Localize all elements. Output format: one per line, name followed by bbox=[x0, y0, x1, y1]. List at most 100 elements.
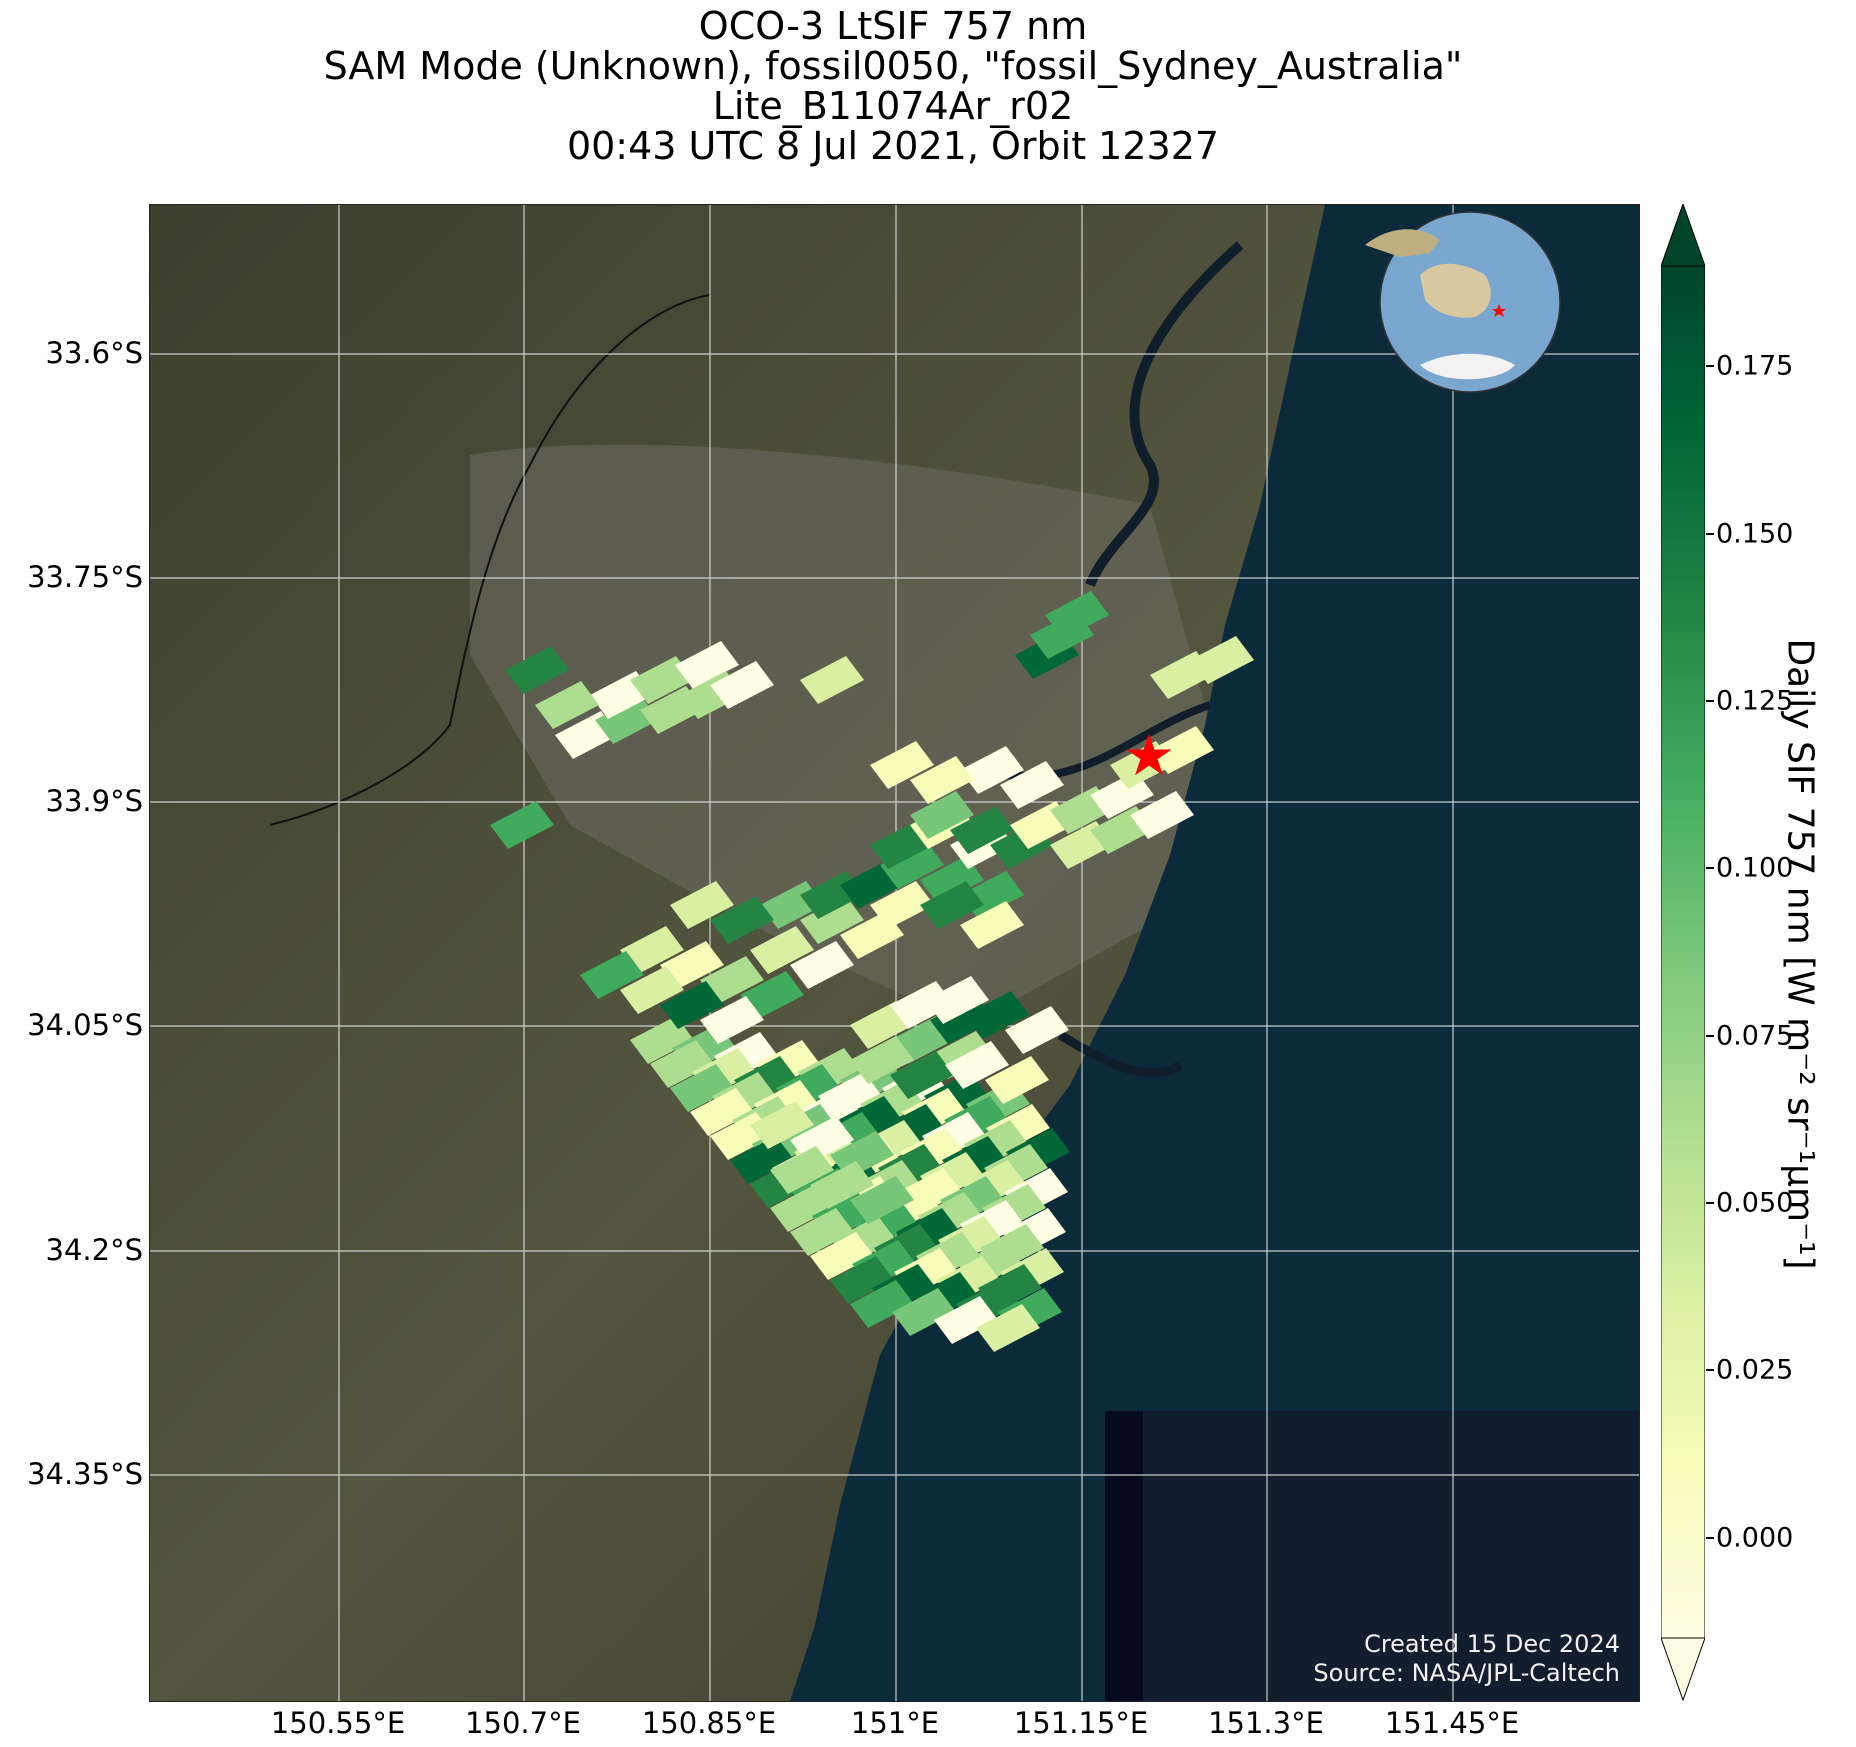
title-line-4: 00:43 UTC 8 Jul 2021, Orbit 12327 bbox=[566, 124, 1220, 168]
colorbar-tick-label: 0.100 bbox=[1716, 852, 1794, 884]
sif-footprint bbox=[580, 951, 644, 999]
sif-footprint bbox=[880, 841, 944, 889]
lon-tick-label: 151.3°E bbox=[1208, 1706, 1324, 1740]
colorbar-tick-label: 0.175 bbox=[1716, 350, 1794, 382]
sif-footprints bbox=[490, 591, 1254, 1352]
sif-footprint bbox=[870, 881, 934, 929]
sif-footprint bbox=[810, 1161, 874, 1209]
lat-tick-label: 34.2°S bbox=[45, 1233, 143, 1267]
sif-footprint bbox=[675, 641, 739, 689]
sif-footprint bbox=[660, 981, 724, 1029]
lat-tick-label: 33.6°S bbox=[45, 336, 143, 370]
sif-footprint bbox=[1000, 761, 1064, 809]
title-line-3: Lite_B11074Ar_r02 bbox=[712, 84, 1074, 128]
sif-footprint bbox=[850, 1280, 914, 1328]
lon-tick-label: 150.85°E bbox=[641, 1706, 777, 1740]
colorbar-tick-label: 0.125 bbox=[1716, 685, 1794, 717]
colorbar-tick-mark bbox=[1706, 700, 1714, 703]
sif-footprint bbox=[800, 896, 864, 944]
sif-footprint bbox=[1190, 636, 1254, 684]
sif-footprint bbox=[790, 941, 854, 989]
colorbar-tick-label: 0.050 bbox=[1716, 1187, 1794, 1219]
sif-footprint bbox=[925, 976, 989, 1024]
title-line-2: SAM Mode (Unknown), fossil0050, "fossil_… bbox=[323, 44, 1463, 88]
sif-footprint bbox=[740, 971, 804, 1019]
river-nepean bbox=[269, 294, 711, 826]
figure-title: OCO-3 LtSIF 757 nm SAM Mode (Unknown), f… bbox=[0, 6, 1786, 166]
sif-footprint bbox=[920, 881, 984, 929]
colorbar-tick-label: 0.150 bbox=[1716, 518, 1794, 550]
map-canvas bbox=[150, 205, 1639, 1701]
sif-footprint bbox=[976, 1304, 1040, 1352]
sif-footprint bbox=[800, 656, 864, 704]
sif-footprint bbox=[1130, 791, 1194, 839]
colorbar-tick-label: 0.025 bbox=[1716, 1354, 1794, 1386]
target-star-marker bbox=[1126, 733, 1172, 776]
sif-footprint bbox=[770, 1184, 834, 1232]
sif-footprint bbox=[1005, 1006, 1069, 1054]
river-botany bbox=[1057, 1031, 1183, 1078]
lat-tick-label: 33.75°S bbox=[27, 560, 143, 594]
sif-footprint bbox=[790, 1208, 854, 1256]
sif-footprint bbox=[930, 996, 994, 1044]
sif-footprint bbox=[830, 1256, 894, 1304]
sif-footprint bbox=[934, 1296, 998, 1344]
colorbar-tick-mark bbox=[1706, 1369, 1714, 1372]
sif-footprint bbox=[1150, 726, 1214, 774]
sif-footprint bbox=[690, 1088, 754, 1136]
sif-footprint bbox=[700, 956, 764, 1004]
satellite-map bbox=[149, 204, 1640, 1702]
credit-text: Created 15 Dec 2024 Source: NASA/JPL-Cal… bbox=[1313, 1630, 1620, 1688]
lon-tick-label: 150.55°E bbox=[270, 1706, 406, 1740]
lat-tick-label: 34.05°S bbox=[27, 1008, 143, 1042]
sif-footprint bbox=[870, 741, 934, 789]
sif-footprint bbox=[910, 756, 974, 804]
lon-tick-label: 151.15°E bbox=[1013, 1706, 1149, 1740]
sif-footprint bbox=[960, 901, 1024, 949]
sif-footprint bbox=[850, 1176, 914, 1224]
lon-tick-label: 151.45°E bbox=[1384, 1706, 1520, 1740]
sif-footprint bbox=[892, 1288, 956, 1336]
urban-area bbox=[470, 444, 1210, 1025]
title-line-1: OCO-3 LtSIF 757 nm bbox=[698, 4, 1088, 48]
sif-footprint bbox=[960, 746, 1024, 794]
sif-footprint bbox=[620, 926, 684, 974]
lat-tick-label: 33.9°S bbox=[45, 784, 143, 818]
sif-footprint bbox=[850, 1036, 914, 1084]
river-hawkesbury bbox=[1085, 241, 1244, 587]
sif-footprint bbox=[505, 646, 569, 694]
colorbar-tick-mark bbox=[1706, 1034, 1714, 1037]
sif-footprint bbox=[965, 991, 1029, 1039]
lon-tick-label: 150.7°E bbox=[465, 1706, 581, 1740]
sif-footprint bbox=[750, 926, 814, 974]
sif-footprint bbox=[750, 1101, 814, 1149]
colorbar-tick-mark bbox=[1706, 365, 1714, 368]
colorbar-tick-mark bbox=[1706, 1536, 1714, 1539]
sif-footprint bbox=[620, 966, 684, 1014]
sif-footprint bbox=[535, 681, 599, 729]
sif-footprint bbox=[770, 1146, 834, 1194]
sif-footprint bbox=[945, 1041, 1009, 1089]
sif-footprint bbox=[890, 981, 954, 1029]
colorbar-tick-mark bbox=[1706, 867, 1714, 870]
sif-footprint bbox=[670, 881, 734, 929]
globe-locator-icon bbox=[1365, 211, 1561, 393]
graticule bbox=[150, 205, 1639, 1701]
colorbar-graphic bbox=[1660, 202, 1706, 1702]
sif-footprint bbox=[890, 1051, 954, 1099]
sif-footprint bbox=[700, 996, 764, 1044]
credit-created: Created 15 Dec 2024 bbox=[1364, 1630, 1620, 1658]
sif-footprint bbox=[595, 696, 659, 744]
lat-tick-label: 34.35°S bbox=[27, 1457, 143, 1491]
colorbar-tick-label: 0.000 bbox=[1716, 1522, 1794, 1554]
colorbar-label: Daily SIF 757 nm [W m⁻² sr⁻¹μm⁻¹] bbox=[1779, 638, 1821, 1270]
sif-footprint bbox=[730, 1136, 794, 1184]
sif-footprint bbox=[490, 801, 554, 849]
sif-footprint bbox=[985, 1056, 1049, 1104]
lon-tick-label: 151°E bbox=[850, 1706, 940, 1740]
sif-footprint bbox=[810, 1232, 874, 1280]
sif-footprint bbox=[660, 941, 724, 989]
colorbar-tick-label: 0.075 bbox=[1716, 1020, 1794, 1052]
colorbar-tick-mark bbox=[1706, 532, 1714, 535]
data-gap bbox=[1105, 1411, 1639, 1701]
